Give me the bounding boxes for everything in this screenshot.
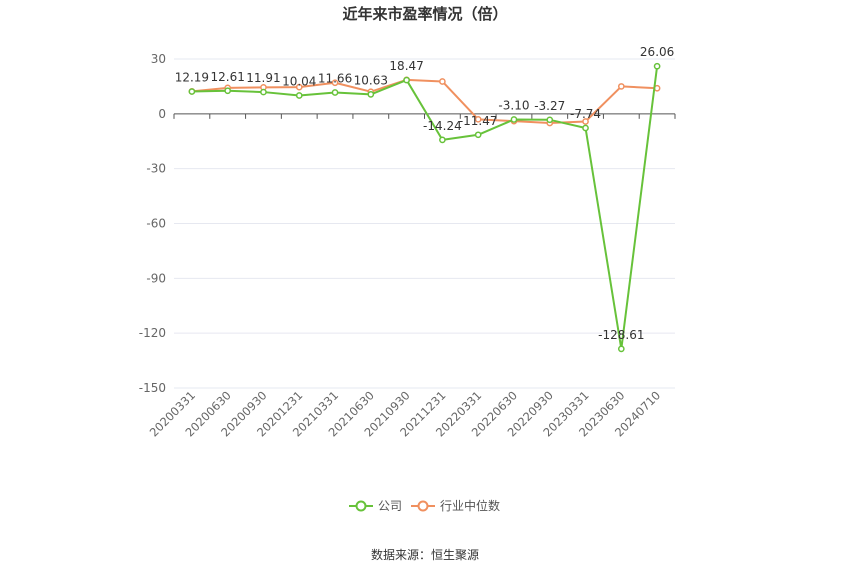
data-point-company[interactable]: [582, 124, 589, 132]
y-tick-label: -150: [139, 381, 166, 395]
data-label: 10.04: [282, 74, 316, 88]
data-label: -128.61: [598, 328, 644, 342]
data-label: 12.19: [175, 71, 209, 85]
data-label: 26.06: [640, 45, 674, 59]
series-line-company[interactable]: [191, 66, 659, 350]
data-label: 11.66: [318, 72, 352, 86]
legend-label: 公司: [378, 499, 402, 513]
y-tick-label: -60: [146, 217, 166, 231]
data-label: 10.63: [354, 73, 388, 87]
source-text: 数据来源：恒生聚源: [371, 547, 479, 562]
grid: [174, 58, 675, 389]
data-point-industry-median[interactable]: [582, 118, 589, 125]
data-point-company[interactable]: [617, 345, 625, 353]
data-point-company[interactable]: [474, 131, 482, 139]
data-point-company[interactable]: [224, 87, 232, 95]
chart-title: 近年来市盈率情况（倍）: [342, 5, 507, 23]
data-point-company[interactable]: [295, 92, 303, 99]
legend-company[interactable]: 公司: [349, 499, 402, 513]
y-tick-label: 30: [151, 52, 166, 66]
y-tick-label: -120: [139, 326, 166, 340]
legend-marker: [417, 500, 429, 512]
data-label: -3.10: [498, 98, 529, 112]
data-point-company[interactable]: [367, 91, 375, 98]
series-layer: [188, 62, 661, 353]
data-point-industry-median[interactable]: [474, 115, 482, 123]
data-label: -3.27: [534, 99, 565, 113]
data-point-company[interactable]: [510, 116, 518, 123]
y-tick-label: 0: [158, 107, 166, 121]
y-axis: 30 0 -30 -60 -90 -120 -150: [139, 52, 166, 395]
x-axis: 2020033120200630202009302020123120210331…: [147, 113, 676, 440]
data-point-company[interactable]: [188, 88, 196, 95]
data-point-company[interactable]: [260, 88, 267, 96]
data-label: 12.61: [210, 70, 244, 84]
data-label: -7.74: [570, 107, 601, 121]
legend-industry-median[interactable]: 行业中位数: [411, 498, 500, 513]
legend[interactable]: 公司 行业中位数: [349, 498, 500, 513]
data-point-industry-median[interactable]: [617, 83, 625, 90]
data-point-company[interactable]: [439, 136, 446, 144]
y-tick-label: -30: [146, 162, 166, 176]
legend-marker: [355, 500, 367, 512]
data-point-industry-median[interactable]: [295, 83, 303, 91]
data-label: -11.47: [459, 114, 498, 128]
data-point-industry-median[interactable]: [439, 78, 446, 85]
data-point-industry-median[interactable]: [331, 79, 339, 87]
data-point-company[interactable]: [331, 89, 339, 96]
legend-label: 行业中位数: [440, 498, 500, 513]
y-tick-label: -90: [146, 271, 166, 285]
series-line-industry-median[interactable]: [191, 78, 658, 124]
data-point-company[interactable]: [403, 76, 410, 84]
data-point-company[interactable]: [653, 62, 661, 70]
data-label: 18.47: [389, 59, 423, 73]
data-label: 11.91: [246, 71, 280, 85]
data-point-company[interactable]: [546, 116, 554, 124]
data-label: -14.24: [423, 119, 462, 133]
